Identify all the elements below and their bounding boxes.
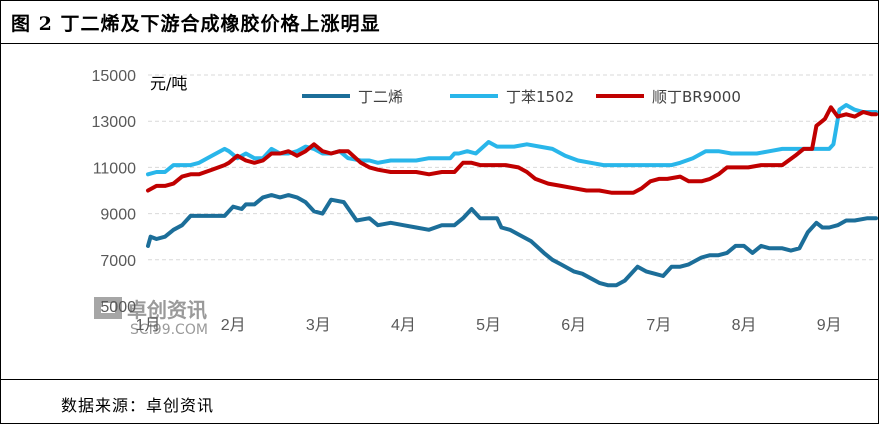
x-tick-label: 7月	[646, 317, 671, 334]
x-axis: 1月 2月 3月 4月 5月 6月 7月 8月 9月	[136, 317, 842, 334]
watermark-name: 卓创资讯	[127, 298, 207, 322]
series-line-2	[146, 103, 878, 177]
series-line-3	[146, 105, 878, 195]
y-tick-label: 13000	[92, 114, 137, 131]
series-line-1	[146, 193, 878, 288]
legend-label: 丁苯1502	[506, 88, 574, 106]
y-tick-label: 7000	[100, 253, 136, 270]
x-tick-label: 2月	[221, 317, 246, 334]
figure-title: 图 2 丁二烯及下游合成橡胶价格上涨明显	[11, 13, 381, 35]
y-tick-label: 11000	[93, 160, 136, 177]
series-lines	[146, 103, 878, 288]
watermark: 卓创资讯 SCI99.COM	[94, 297, 208, 338]
watermark-logo-mark-inner	[101, 303, 115, 313]
legend-label: 丁二烯	[358, 88, 403, 106]
y-axis-unit: 元/吨	[150, 74, 187, 93]
legend-label: 顺丁BR9000	[652, 88, 741, 106]
legend: 丁二烯 丁苯1502 顺丁BR9000	[302, 88, 741, 106]
y-axis: 5000 7000 9000 11000 13000 15000	[92, 68, 137, 316]
x-tick-label: 4月	[391, 317, 416, 334]
x-tick-label: 3月	[306, 317, 331, 334]
x-tick-label: 8月	[732, 317, 757, 334]
x-tick-label: 5月	[476, 317, 501, 334]
watermark-site: SCI99.COM	[130, 322, 208, 338]
data-source: 数据来源：卓创资讯	[61, 396, 215, 415]
y-tick-label: 9000	[100, 207, 136, 224]
y-tick-label: 5000	[100, 299, 136, 316]
y-tick-label: 15000	[92, 68, 137, 85]
source-bar: 数据来源：卓创资讯	[1, 379, 878, 424]
x-tick-label: 6月	[561, 317, 586, 334]
title-bar: 图 2 丁二烯及下游合成橡胶价格上涨明显	[1, 1, 878, 44]
x-tick-label: 1月	[136, 317, 161, 334]
x-tick-label: 9月	[817, 317, 842, 334]
